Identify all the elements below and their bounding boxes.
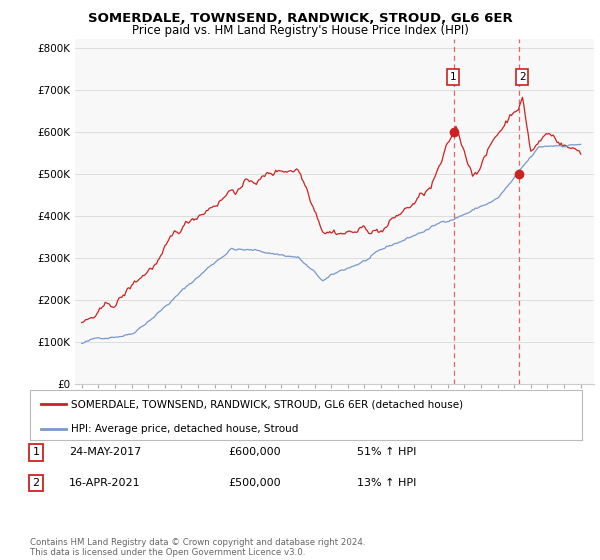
Text: £500,000: £500,000 [228, 478, 281, 488]
Text: 2: 2 [32, 478, 40, 488]
Text: 16-APR-2021: 16-APR-2021 [69, 478, 140, 488]
Text: SOMERDALE, TOWNSEND, RANDWICK, STROUD, GL6 6ER: SOMERDALE, TOWNSEND, RANDWICK, STROUD, G… [88, 12, 512, 25]
Text: 13% ↑ HPI: 13% ↑ HPI [357, 478, 416, 488]
Text: Contains HM Land Registry data © Crown copyright and database right 2024.
This d: Contains HM Land Registry data © Crown c… [30, 538, 365, 557]
Text: 51% ↑ HPI: 51% ↑ HPI [357, 447, 416, 458]
Text: 2: 2 [519, 72, 526, 82]
Text: Price paid vs. HM Land Registry's House Price Index (HPI): Price paid vs. HM Land Registry's House … [131, 24, 469, 37]
Text: 1: 1 [32, 447, 40, 458]
Text: 1: 1 [450, 72, 457, 82]
Text: 24-MAY-2017: 24-MAY-2017 [69, 447, 141, 458]
Text: HPI: Average price, detached house, Stroud: HPI: Average price, detached house, Stro… [71, 424, 299, 434]
Text: SOMERDALE, TOWNSEND, RANDWICK, STROUD, GL6 6ER (detached house): SOMERDALE, TOWNSEND, RANDWICK, STROUD, G… [71, 399, 464, 409]
Text: £600,000: £600,000 [228, 447, 281, 458]
